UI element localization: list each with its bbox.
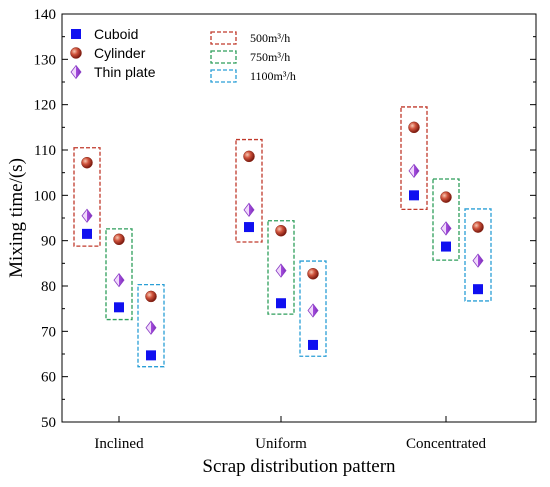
legend-flow-swatch bbox=[210, 69, 237, 83]
thin-plate-point bbox=[70, 64, 82, 80]
y-axis-label: Mixing time/(s) bbox=[6, 158, 27, 278]
thin-plate-point bbox=[145, 320, 157, 335]
cylinder-point bbox=[243, 150, 255, 163]
thin-plate-point bbox=[243, 202, 255, 217]
legend-shape-label: Thin plate bbox=[94, 64, 156, 80]
cylinder-point bbox=[275, 224, 287, 237]
cylinder-point bbox=[440, 191, 452, 203]
cylinder-point bbox=[472, 221, 484, 233]
y-tick-label: 90 bbox=[41, 234, 56, 250]
cuboid-point bbox=[276, 298, 286, 309]
legend-flow-label: 1100m³/h bbox=[250, 69, 296, 83]
thin-plate-point bbox=[81, 208, 93, 223]
thin-plate-point bbox=[472, 253, 484, 268]
flow-rate-box bbox=[73, 147, 101, 247]
x-tick-label: Uniform bbox=[255, 436, 307, 452]
cylinder-point bbox=[70, 47, 82, 59]
y-tick-label: 50 bbox=[41, 415, 56, 431]
cylinder-point bbox=[408, 121, 420, 134]
y-tick-label: 120 bbox=[34, 98, 57, 114]
legend-flow-swatch bbox=[210, 50, 237, 64]
cuboid-point bbox=[473, 284, 483, 295]
flow-rate-box bbox=[267, 220, 295, 315]
legend: Cuboid Cylinder Thin plate 500m³/h 750m³/h 11… bbox=[70, 26, 296, 83]
cuboid-point bbox=[146, 350, 156, 361]
y-tick-label: 100 bbox=[34, 188, 57, 204]
cuboid-point bbox=[82, 228, 92, 239]
cuboid-point bbox=[441, 241, 451, 252]
y-tick-label: 130 bbox=[34, 52, 57, 68]
thin-plate-point bbox=[408, 163, 420, 179]
cylinder-point bbox=[81, 156, 93, 169]
cylinder-point bbox=[307, 268, 319, 280]
flow-rate-box bbox=[105, 228, 133, 321]
flow-rate-box bbox=[400, 106, 428, 211]
x-tick-label: Concentrated bbox=[406, 436, 486, 452]
flow-rate-box bbox=[299, 260, 327, 357]
flow-rate-box bbox=[235, 138, 263, 243]
legend-flow-swatch bbox=[210, 31, 237, 45]
y-tick-label: 110 bbox=[34, 143, 56, 159]
y-axis-ticks: 50 60 70 80 90 100 110 120 130 140 bbox=[34, 7, 536, 431]
legend-shape-label: Cylinder bbox=[94, 45, 146, 61]
cylinder-point bbox=[113, 233, 125, 246]
flow-rate-box bbox=[432, 178, 460, 261]
cuboid-point bbox=[308, 339, 318, 350]
y-tick-label: 140 bbox=[34, 7, 57, 23]
flow-rate-box bbox=[464, 208, 492, 302]
x-tick-label: Inclined bbox=[94, 436, 144, 452]
flow-rate-box bbox=[137, 283, 165, 368]
cuboid-point bbox=[71, 29, 81, 39]
flow-rate-boxes bbox=[73, 106, 492, 368]
y-tick-label: 70 bbox=[41, 324, 56, 340]
cuboid-point bbox=[114, 302, 124, 313]
y-tick-label: 80 bbox=[41, 279, 56, 295]
x-axis-label: Scrap distribution pattern bbox=[202, 456, 396, 477]
x-axis-ticks: Inclined Uniform Concentrated bbox=[94, 416, 486, 452]
cuboid-point bbox=[409, 190, 419, 201]
legend-shape-label: Cuboid bbox=[94, 26, 138, 42]
thin-plate-point bbox=[440, 221, 452, 236]
y-tick-label: 60 bbox=[41, 370, 56, 386]
thin-plate-point bbox=[113, 272, 125, 288]
legend-flow-label: 500m³/h bbox=[250, 31, 290, 45]
legend-flow-label: 750m³/h bbox=[250, 50, 290, 64]
cuboid-point bbox=[244, 222, 254, 233]
thin-plate-point bbox=[307, 303, 319, 318]
cylinder-point bbox=[145, 290, 157, 303]
data-markers bbox=[81, 121, 484, 361]
thin-plate-point bbox=[275, 263, 287, 278]
